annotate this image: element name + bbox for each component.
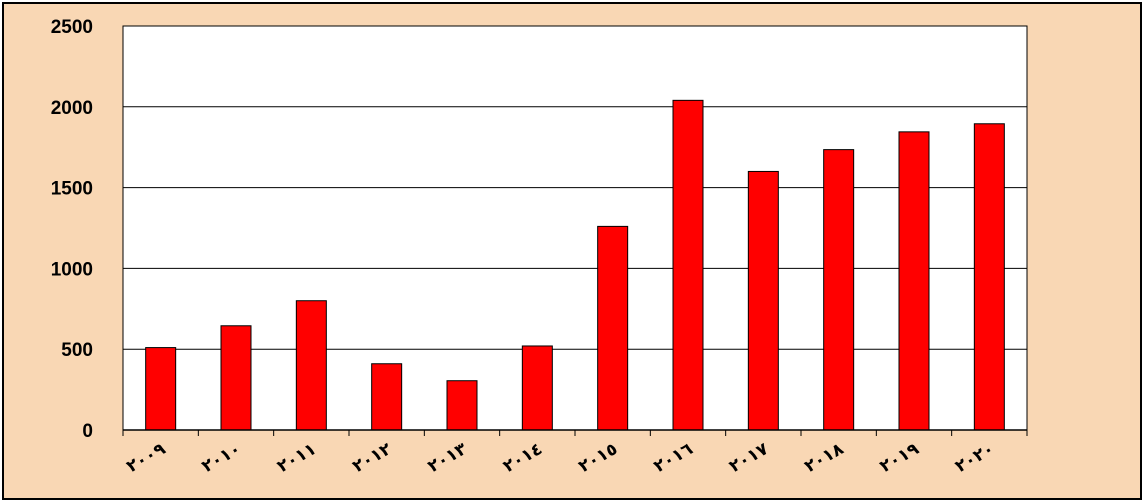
bar (823, 149, 855, 431)
y-tick-label: 2000 (51, 98, 93, 119)
x-tick-label: ٢٠٠٩ (123, 439, 169, 477)
axes (122, 26, 1028, 436)
x-tick-label: ٢٠١٦ (651, 439, 697, 477)
bar (446, 380, 478, 431)
x-tick-label: ٢٠١١ (274, 439, 320, 477)
y-tick-labels: 0 500 1000 1500 2000 2500 (51, 17, 93, 442)
x-tick-label: ٢٠١٣ (425, 439, 471, 477)
x-tick-label: ٢٠١٠ (199, 439, 245, 477)
bar (672, 99, 704, 431)
bar (973, 123, 1005, 431)
x-tick-label: ٢٠١٥ (575, 439, 621, 477)
x-tick-label: ٢٠١٨ (801, 439, 847, 477)
y-tick-label: 2500 (51, 17, 93, 38)
y-tick-label: 1000 (51, 259, 93, 280)
y-tick-label: 1500 (51, 179, 93, 200)
x-tick-label: ٢٠١٢ (349, 439, 395, 477)
x-tick-label: ٢٠١٧ (726, 439, 772, 477)
bar (597, 225, 629, 431)
x-tick-label: ٢٠١٩ (877, 439, 923, 477)
gridlines (123, 106, 1027, 350)
bar (220, 325, 252, 431)
plot-area (122, 25, 1028, 431)
bar (295, 300, 327, 431)
bar (898, 131, 930, 431)
x-tick-label: ٢٠٢٠ (952, 439, 998, 477)
bars (145, 99, 1005, 431)
bar (521, 345, 553, 431)
bar (145, 347, 177, 431)
x-tick-labels: ٢٠٠٩ ٢٠١٠ ٢٠١١ ٢٠١٢ ٢٠١٣ ٢٠١٤ ٢٠١٥ ٢٠١٦ ٢٠١٧ ٢٠١٨… (123, 439, 998, 477)
y-tick-label: 0 (82, 421, 93, 442)
y-tick-label: 500 (61, 340, 93, 361)
bar (747, 170, 779, 431)
bar (371, 363, 403, 431)
x-tick-label: ٢٠١٤ (500, 439, 546, 477)
